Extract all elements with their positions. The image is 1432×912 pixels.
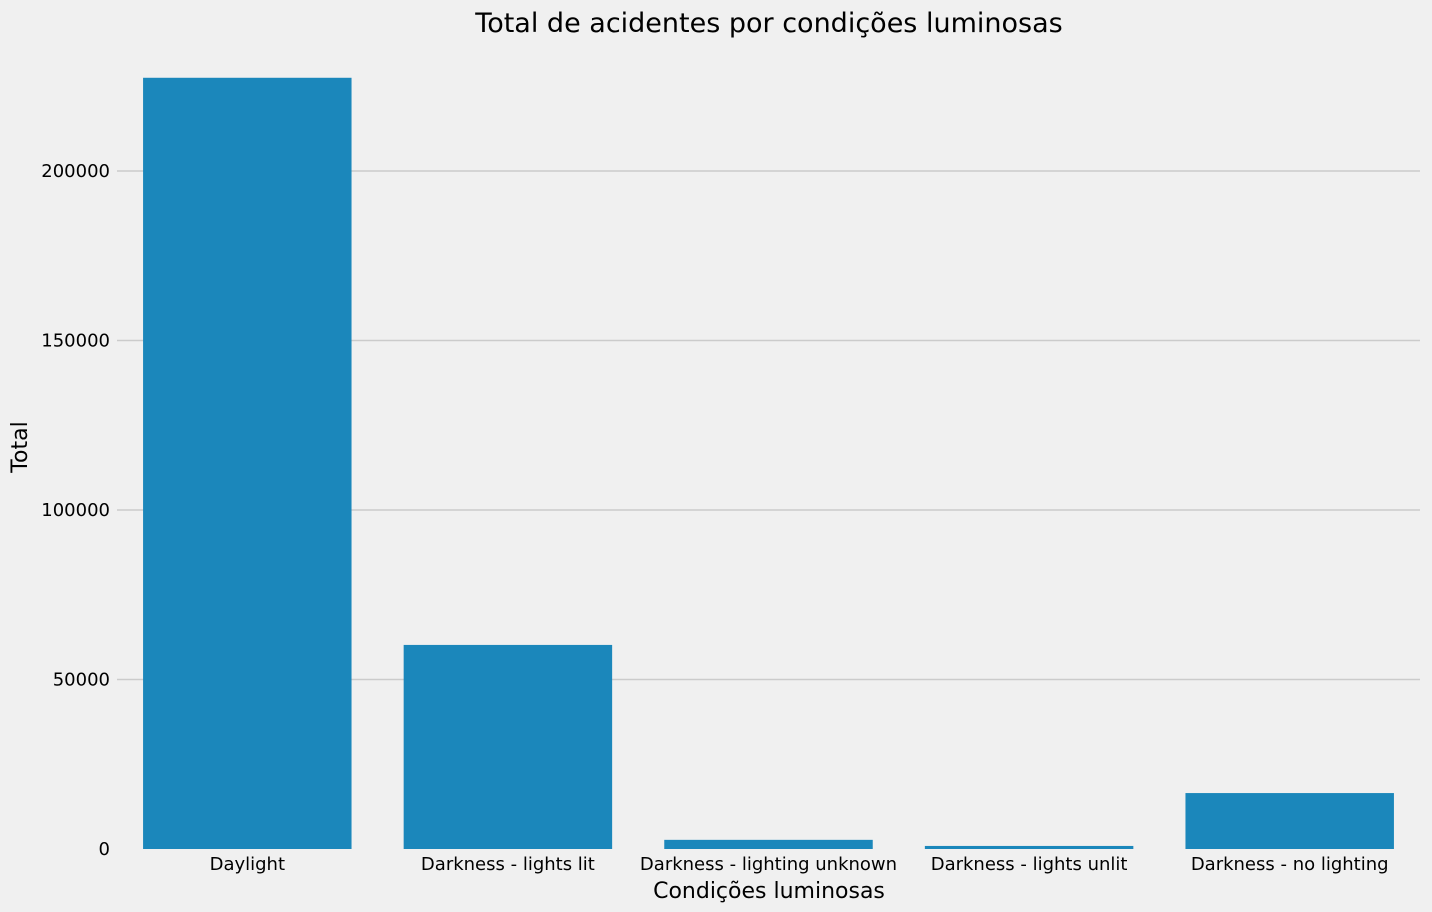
y-tick-label: 0 [99, 839, 110, 860]
x-tick-label: Darkness - lighting unknown [640, 854, 897, 875]
y-tick-label: 50000 [53, 670, 110, 691]
y-tick-labels: 0 50000 100000 150000 200000 [41, 161, 110, 860]
x-tick-label: Darkness - lights unlit [931, 854, 1128, 875]
bars [143, 77, 1394, 849]
y-tick-label: 150000 [41, 331, 110, 352]
x-tick-label: Darkness - lights lit [421, 854, 595, 875]
x-tick-labels: Daylight Darkness - lights lit Darkness - … [210, 854, 1389, 875]
chart-title: Total de acidentes por condições luminos… [474, 8, 1062, 39]
bar [1185, 793, 1394, 849]
x-tick-label: Darkness - no lighting [1191, 854, 1389, 875]
bar [403, 644, 613, 849]
y-axis-label: Total [8, 421, 33, 473]
bar [143, 77, 352, 849]
y-tick-label: 200000 [41, 161, 110, 182]
bar [664, 839, 873, 849]
x-axis-label: Condições luminosas [653, 879, 885, 904]
y-tick-label: 100000 [41, 500, 110, 521]
x-tick-label: Daylight [210, 854, 285, 875]
bar [924, 845, 1134, 849]
